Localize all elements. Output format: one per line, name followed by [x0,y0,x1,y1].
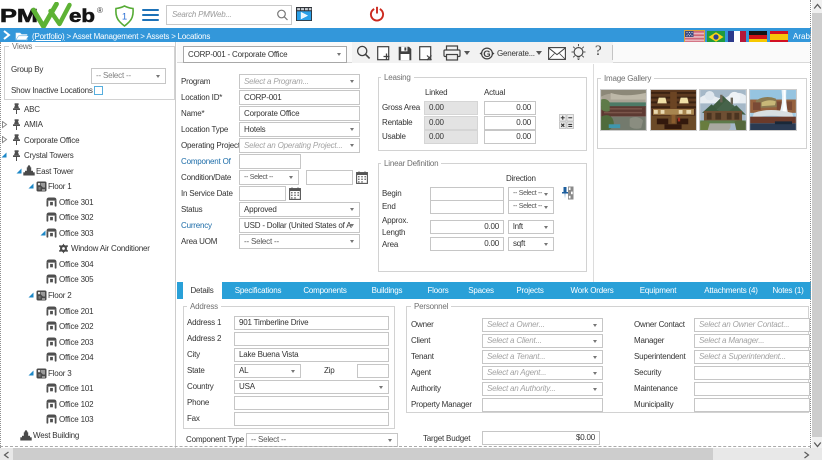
svg-text:®: ® [97,6,103,15]
svg-text:G: G [483,49,490,60]
svg-text:PM: PM [0,6,38,26]
svg-text:1: 1 [122,12,127,23]
svg-text:eb: eb [69,6,95,26]
